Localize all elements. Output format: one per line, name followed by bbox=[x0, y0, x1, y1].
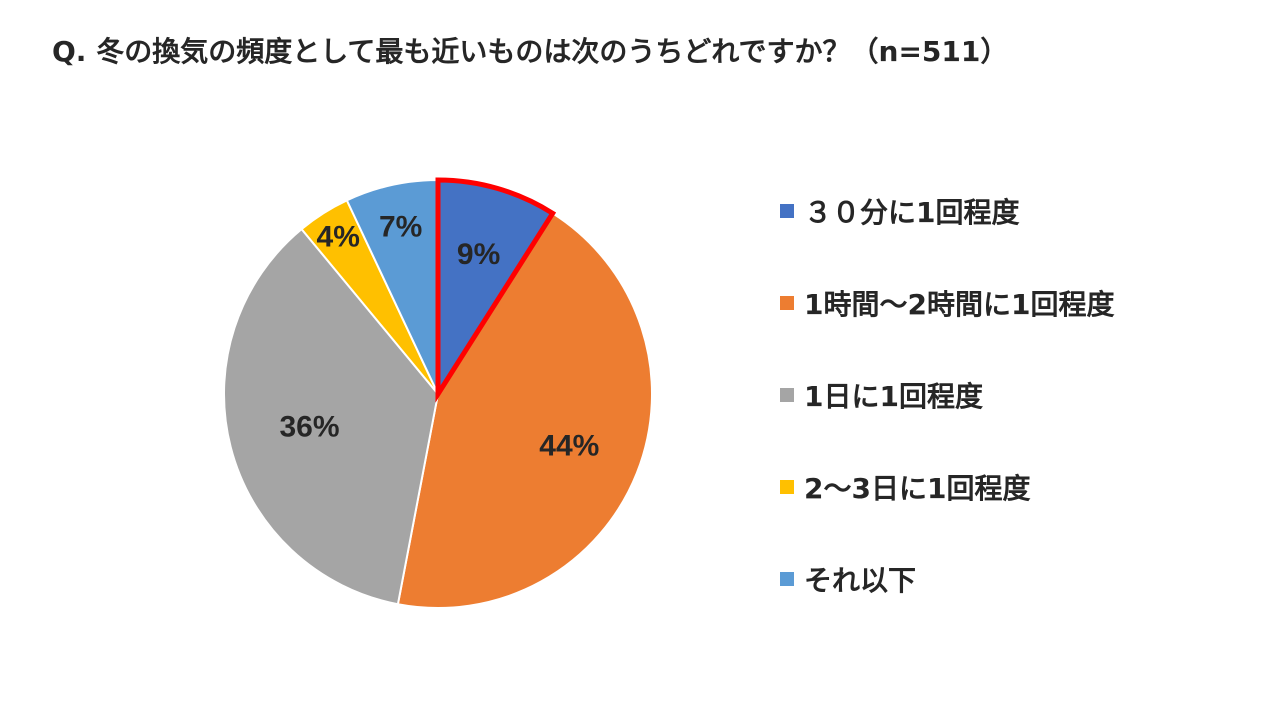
pie-slice-2 bbox=[396, 211, 653, 609]
legend-label: 1日に1回程度 bbox=[804, 380, 983, 413]
legend-swatch bbox=[780, 388, 794, 402]
legend-item-2: 1時間〜2時間に1回程度 bbox=[780, 280, 1260, 326]
legend-item-1: ３０分に1回程度 bbox=[780, 188, 1260, 234]
chart-title: Q. 冬の換気の頻度として最も近いものは次のうちどれですか？（n=511） bbox=[52, 35, 1009, 68]
slice-label-1: 9% bbox=[457, 238, 500, 271]
legend-label: 2〜3日に1回程度 bbox=[804, 472, 1031, 505]
highlight-outline bbox=[435, 177, 557, 403]
slice-label-5: 7% bbox=[379, 210, 422, 243]
legend-label: 1時間〜2時間に1回程度 bbox=[804, 288, 1115, 321]
slice-labels: 9% 44% 36% 4% 7% bbox=[279, 210, 599, 462]
legend-item-4: 2〜3日に1回程度 bbox=[780, 464, 1260, 510]
legend-swatch bbox=[780, 296, 794, 310]
legend-item-5: それ以下 bbox=[780, 556, 1260, 602]
legend-swatch bbox=[780, 572, 794, 586]
legend-swatch bbox=[780, 204, 794, 218]
slice-label-4: 4% bbox=[317, 220, 360, 253]
pie-slice-3 bbox=[223, 227, 440, 606]
slice-label-2: 44% bbox=[539, 429, 599, 462]
legend-item-3: 1日に1回程度 bbox=[780, 372, 1260, 418]
pie-slices bbox=[223, 178, 653, 609]
slice-label-3: 36% bbox=[279, 410, 339, 443]
legend-label: それ以下 bbox=[804, 564, 917, 597]
legend-label: ３０分に1回程度 bbox=[804, 196, 1020, 229]
legend: ３０分に1回程度 1時間〜2時間に1回程度 1日に1回程度 2〜3日に1回程度 それ以下 bbox=[780, 188, 1260, 648]
highlight-outline-group bbox=[435, 177, 557, 403]
legend-swatch bbox=[780, 480, 794, 494]
